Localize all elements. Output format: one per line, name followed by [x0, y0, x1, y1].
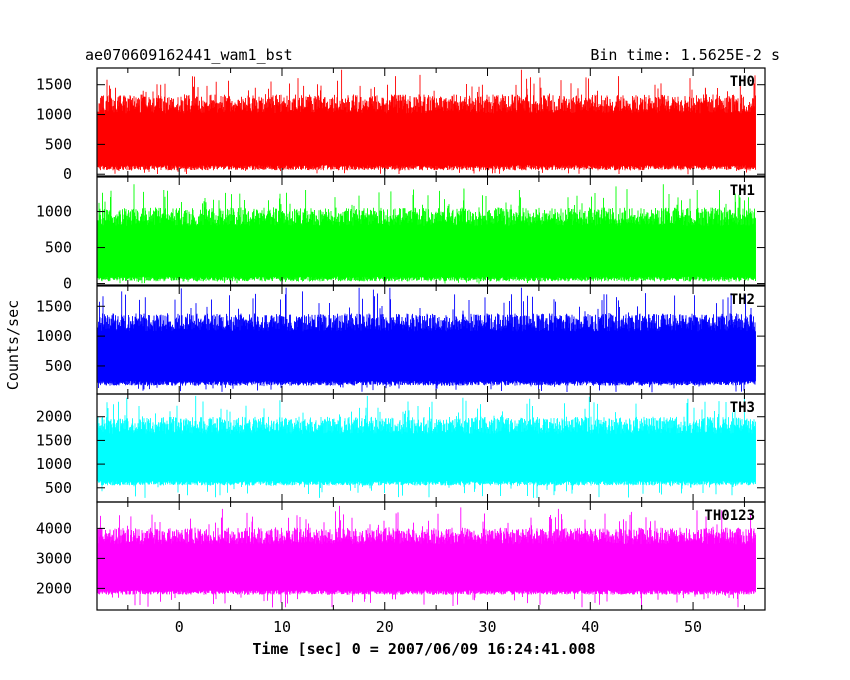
panel-th0: 0 500 1000 1500 TH0: [36, 67, 766, 183]
chart-title: ae070609162441_wam1_bst: [85, 46, 293, 64]
y-tick-label: 0: [63, 165, 72, 183]
series-core-th0123: [98, 549, 756, 586]
chart-subtitle: Bin time: 1.5625E-2 s: [590, 46, 780, 64]
y-tick-label: 1500: [36, 297, 72, 315]
x-tick-label: 20: [376, 618, 394, 636]
y-tick-label: 4000: [36, 519, 72, 537]
series-core-th1: [98, 231, 756, 272]
y-tick-label: 2000: [36, 408, 72, 426]
panel-frame: [96, 67, 766, 177]
y-tick-label: 1500: [36, 431, 72, 449]
y-tick-label: 500: [45, 239, 72, 257]
y-tick-label: 3000: [36, 549, 72, 567]
series-core-th3: [98, 439, 756, 477]
panel-th0123: 2000 3000 4000 TH0123: [36, 501, 766, 611]
y-tick-label: 500: [45, 479, 72, 497]
panel-label: TH1: [730, 183, 755, 199]
y-tick-label: 1000: [36, 106, 72, 124]
y-tick-label: 500: [45, 357, 72, 375]
y-tick-label: 500: [45, 135, 72, 153]
panel-th3: 500 1000 1500 2000 TH3: [36, 393, 766, 503]
panel-label: TH3: [730, 400, 755, 416]
x-tick-label: 50: [684, 618, 702, 636]
panel-label: TH0: [730, 74, 755, 90]
y-tick-label: 1000: [36, 203, 72, 221]
y-tick-label: 1000: [36, 455, 72, 473]
panel-frame: [96, 176, 766, 286]
x-axis-label: Time [sec] 0 = 2007/06/09 16:24:41.008: [252, 640, 595, 658]
panel-th1: 0 500 1000 TH1: [36, 176, 766, 293]
x-tick-label: 30: [478, 618, 496, 636]
y-tick-label: 1500: [36, 76, 72, 94]
x-tick-label: 40: [581, 618, 599, 636]
panel-label: TH0123: [704, 508, 755, 524]
series-core-th2: [98, 337, 756, 377]
y-axis-label: Counts/sec: [4, 300, 22, 390]
y-tick-label: 2000: [36, 579, 72, 597]
x-tick-label: 0: [175, 618, 184, 636]
panel-label: TH2: [730, 292, 755, 308]
panel-frame: [96, 501, 766, 611]
y-tick-label: 0: [63, 275, 72, 293]
series-core-th0: [98, 119, 756, 161]
x-tick-label: 10: [273, 618, 291, 636]
y-tick-label: 1000: [36, 327, 72, 345]
